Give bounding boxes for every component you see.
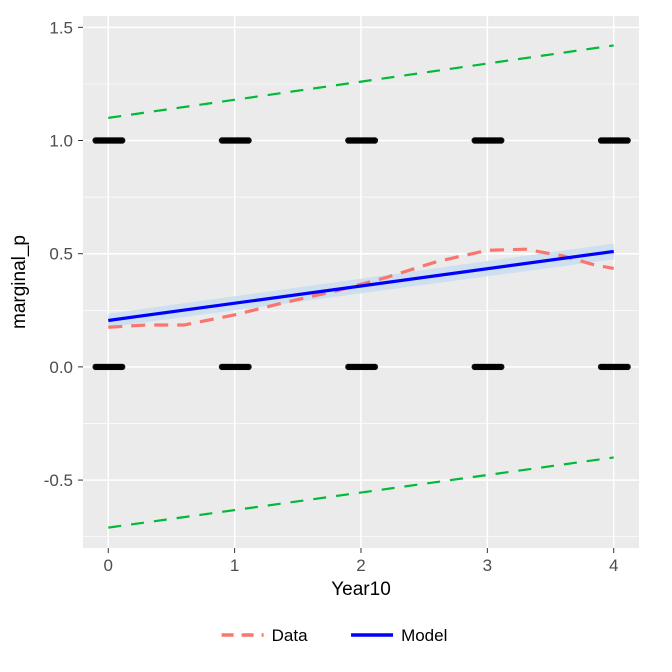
data-point — [372, 137, 378, 143]
data-point — [119, 364, 125, 370]
data-point — [372, 364, 378, 370]
y-tick-label: 1.0 — [49, 132, 73, 151]
x-tick-label: 4 — [609, 556, 618, 575]
y-axis-title: marginal_p — [9, 235, 30, 329]
data-point — [119, 137, 125, 143]
data-point — [245, 137, 251, 143]
y-tick-label: 1.5 — [49, 18, 73, 37]
x-tick-label: 0 — [104, 556, 113, 575]
marginal-p-chart: 0 1 2 3 4 -0.5 0.0 0.5 1.0 1.5 Year10 marginal_p Dat… — [0, 0, 672, 672]
data-point — [245, 364, 251, 370]
y-tick-label: 0.0 — [49, 358, 73, 377]
x-tick-label: 3 — [483, 556, 492, 575]
data-point — [624, 364, 630, 370]
data-point — [498, 137, 504, 143]
data-point — [624, 137, 630, 143]
x-axis-title: Year10 — [331, 579, 391, 600]
y-tick-label: 0.5 — [49, 245, 73, 264]
legend-label: Model — [401, 626, 447, 645]
data-point — [498, 364, 504, 370]
x-tick-label: 1 — [230, 556, 239, 575]
y-tick-label: -0.5 — [44, 471, 73, 490]
chart-container: 0 1 2 3 4 -0.5 0.0 0.5 1.0 1.5 Year10 marginal_p Dat… — [0, 0, 672, 672]
legend-label: Data — [272, 626, 308, 645]
x-tick-label: 2 — [356, 556, 365, 575]
